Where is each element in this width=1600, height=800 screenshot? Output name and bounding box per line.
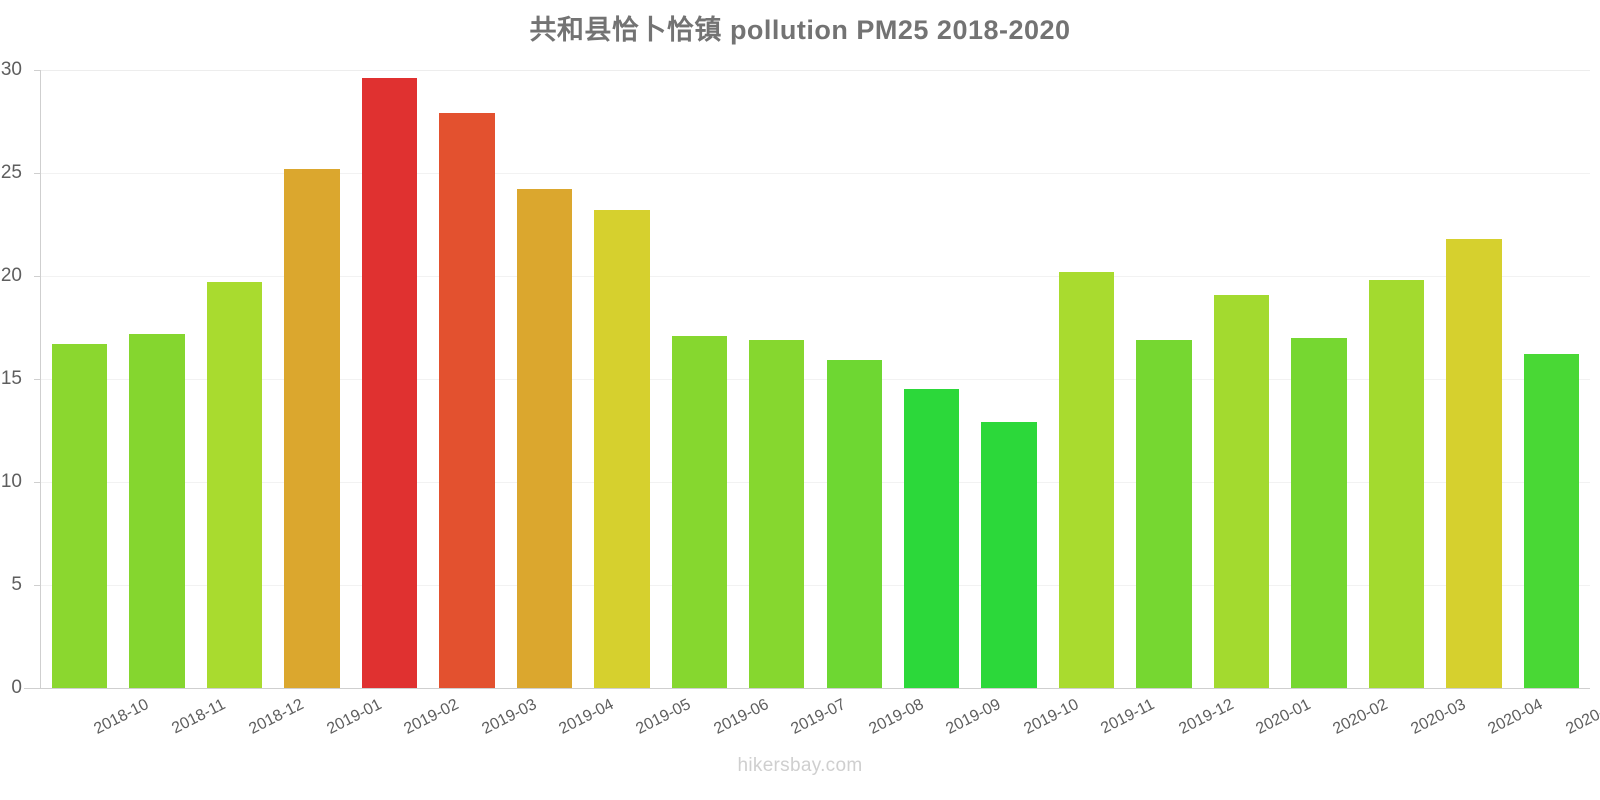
bar[interactable] — [749, 339, 805, 688]
plot-area: 0 5 10 15 20 25 30 — [1, 59, 1590, 698]
x-tick-label: 2019-03 — [478, 696, 539, 738]
x-tick-label: 2020-01 — [1253, 696, 1314, 738]
x-tick-label: 2019-11 — [1098, 696, 1158, 738]
y-tick-label: 5 — [11, 574, 22, 595]
bar[interactable] — [826, 360, 882, 688]
bar[interactable] — [439, 113, 495, 688]
x-tick-label: 2019-08 — [866, 696, 927, 738]
bar[interactable] — [1291, 337, 1347, 688]
bar[interactable] — [284, 168, 340, 688]
bar[interactable] — [52, 343, 108, 688]
y-tick-label: 15 — [0, 368, 22, 389]
y-tick-mark — [34, 276, 41, 277]
x-tick-label: 2020-04 — [1485, 696, 1546, 738]
gridline — [41, 379, 1590, 380]
bar[interactable] — [1136, 339, 1192, 688]
bar[interactable] — [981, 422, 1037, 688]
y-tick-label: 0 — [11, 677, 22, 698]
bar[interactable] — [1213, 294, 1270, 688]
x-tick-label: 2019-02 — [401, 696, 462, 738]
y-tick-mark — [34, 173, 41, 174]
bar[interactable] — [903, 389, 960, 688]
bar[interactable] — [594, 210, 650, 688]
x-tick-label: 2020-02 — [1330, 696, 1391, 738]
y-tick-mark — [34, 688, 41, 689]
gridline — [41, 482, 1590, 483]
x-tick-label: 2019-12 — [1175, 696, 1236, 738]
y-tick-label: 20 — [0, 265, 22, 286]
bar[interactable] — [129, 333, 185, 688]
y-tick-label: 30 — [0, 59, 22, 80]
y-tick-label: 10 — [0, 471, 22, 492]
gridline — [41, 173, 1590, 174]
x-tick-label: 2019-06 — [711, 696, 772, 738]
gridline — [41, 585, 1590, 586]
y-tick-mark — [34, 585, 41, 586]
x-tick-label: 2020-03 — [1408, 696, 1469, 738]
gridline — [41, 70, 1590, 71]
x-tick-label: 2020-05 — [1563, 696, 1600, 738]
x-tick-label: 2019-04 — [556, 696, 617, 738]
x-tick-label: 2018-12 — [246, 696, 307, 738]
bar[interactable] — [516, 189, 573, 688]
x-tick-label: 2019-05 — [633, 696, 694, 738]
x-tick-label: 2018-10 — [91, 696, 152, 738]
bar[interactable] — [1523, 354, 1579, 688]
bar[interactable] — [206, 282, 263, 688]
gridline — [41, 276, 1590, 277]
bar[interactable] — [1058, 271, 1115, 688]
x-tick-label: 2019-09 — [943, 696, 1004, 738]
x-tick-label: 2018-11 — [168, 696, 228, 738]
y-tick-mark — [34, 379, 41, 380]
y-tick-mark — [34, 482, 41, 483]
bar[interactable] — [671, 335, 727, 688]
x-tick-label: 2019-01 — [324, 696, 385, 738]
y-tick-mark — [34, 70, 41, 71]
x-tick-label: 2019-10 — [1021, 696, 1082, 738]
footer-attribution: hikersbay.com — [737, 755, 863, 776]
bar[interactable] — [361, 78, 418, 688]
x-axis-line — [24, 688, 1590, 689]
x-tick-label: 2019-07 — [788, 696, 849, 738]
bar[interactable] — [1368, 280, 1425, 688]
y-tick-label: 25 — [0, 162, 22, 183]
bar[interactable] — [1446, 238, 1502, 688]
page-title: 共和县恰卜恰镇 pollution PM25 2018-2020 — [529, 15, 1071, 45]
